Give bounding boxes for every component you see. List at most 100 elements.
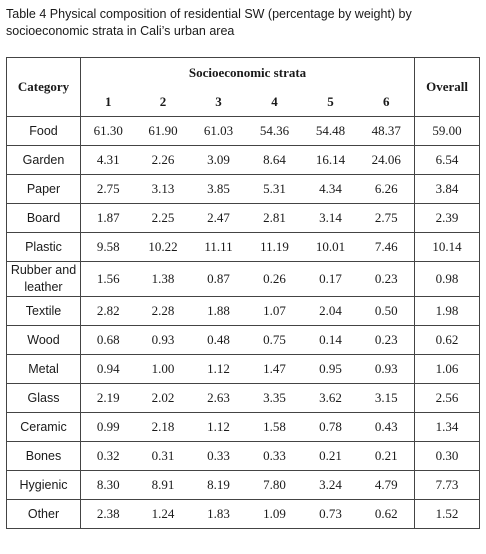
value-cell: 0.33 (190, 441, 247, 471)
category-cell: Ceramic (6, 412, 81, 442)
value-cell: 0.31 (135, 441, 191, 471)
value-cell: 8.30 (80, 470, 136, 500)
value-cell: 1.34 (414, 412, 480, 442)
category-cell: Wood (6, 325, 81, 355)
value-cell: 3.15 (358, 383, 415, 413)
table-row: Food 61.30 61.90 61.03 54.36 54.48 48.37 59.00 (6, 116, 480, 146)
value-cell: 2.26 (135, 145, 191, 175)
value-cell: 11.19 (246, 232, 303, 262)
table: Category Socioeconomic strata Overall 1 2… (6, 57, 481, 529)
value-cell: 54.48 (302, 116, 359, 146)
value-cell: 10.22 (135, 232, 191, 262)
value-cell: 5.31 (246, 174, 303, 204)
table-row: Paper 2.75 3.13 3.85 5.31 4.34 6.26 3.84 (6, 174, 480, 204)
header-overall: Overall (414, 57, 480, 117)
value-cell: 1.38 (135, 261, 191, 297)
category-cell: Bones (6, 441, 81, 471)
value-cell: 11.11 (190, 232, 247, 262)
value-cell: 0.99 (80, 412, 136, 442)
category-cell: Glass (6, 383, 81, 413)
category-cell: Board (6, 203, 81, 233)
table-row: Other 2.38 1.24 1.83 1.09 0.73 0.62 1.52 (6, 499, 480, 529)
caption-line: Table 4 Physical composition of resident… (6, 7, 412, 21)
value-cell: 0.62 (414, 325, 480, 355)
value-cell: 1.24 (135, 499, 191, 529)
value-cell: 0.21 (358, 441, 415, 471)
value-cell: 2.56 (414, 383, 480, 413)
value-cell: 2.81 (246, 203, 303, 233)
value-cell: 0.23 (358, 261, 415, 297)
value-cell: 0.98 (414, 261, 480, 297)
header-stratum: 6 (383, 94, 390, 109)
value-cell: 1.83 (190, 499, 247, 529)
value-cell: 1.07 (246, 296, 303, 326)
category-cell: Textile (6, 296, 81, 326)
value-cell: 0.78 (302, 412, 359, 442)
value-cell: 61.03 (190, 116, 247, 146)
value-cell: 3.14 (302, 203, 359, 233)
value-cell: 7.73 (414, 470, 480, 500)
table-row: Garden 4.31 2.26 3.09 8.64 16.14 24.06 6.54 (6, 145, 480, 175)
value-cell: 2.04 (302, 296, 359, 326)
value-cell: 2.47 (190, 203, 247, 233)
category-cell: Garden (6, 145, 81, 175)
value-cell: 1.09 (246, 499, 303, 529)
value-cell: 2.02 (135, 383, 191, 413)
value-cell: 0.17 (302, 261, 359, 297)
header-stratum: 2 (159, 94, 167, 109)
value-cell: 3.13 (135, 174, 191, 204)
caption-line: socioeconomic strata in Cali’s urban are… (6, 24, 235, 38)
value-cell: 0.94 (80, 354, 136, 384)
value-cell: 4.34 (302, 174, 359, 204)
value-cell: 1.06 (414, 354, 480, 384)
value-cell: 16.14 (302, 145, 359, 175)
value-cell: 0.14 (302, 325, 359, 355)
value-cell: 3.62 (302, 383, 359, 413)
table-row: Wood 0.68 0.93 0.48 0.75 0.14 0.23 0.62 (6, 325, 480, 355)
value-cell: 8.19 (190, 470, 247, 500)
value-cell: 0.33 (246, 441, 303, 471)
value-cell: 3.35 (246, 383, 303, 413)
table-row: Bones 0.32 0.31 0.33 0.33 0.21 0.21 0.30 (6, 441, 480, 471)
value-cell: 2.82 (80, 296, 136, 326)
table-row: Metal 0.94 1.00 1.12 1.47 0.95 0.93 1.06 (6, 354, 480, 384)
value-cell: 0.93 (358, 354, 415, 384)
value-cell: 54.36 (246, 116, 303, 146)
value-cell: 61.30 (80, 116, 136, 146)
value-cell: 0.95 (302, 354, 359, 384)
value-cell: 0.75 (246, 325, 303, 355)
value-cell: 1.56 (80, 261, 136, 297)
header-stratum: 3 (215, 94, 222, 109)
value-cell: 4.79 (358, 470, 415, 500)
table-row: Ceramic 0.99 2.18 1.12 1.58 0.78 0.43 1.34 (6, 412, 480, 442)
header-stratum: 4 (271, 94, 278, 109)
table-row: Hygienic 8.30 8.91 8.19 7.80 3.24 4.79 7.73 (6, 470, 480, 500)
category-cell: Hygienic (6, 470, 81, 500)
value-cell: 0.87 (190, 261, 247, 297)
value-cell: 6.54 (414, 145, 480, 175)
value-cell: 0.73 (302, 499, 359, 529)
value-cell: 2.39 (414, 203, 480, 233)
value-cell: 9.58 (80, 232, 136, 262)
value-cell: 0.23 (358, 325, 415, 355)
value-cell: 10.01 (302, 232, 359, 262)
value-cell: 3.09 (190, 145, 247, 175)
value-cell: 0.62 (358, 499, 415, 529)
value-cell: 0.68 (80, 325, 136, 355)
table-row: Glass 2.19 2.02 2.63 3.35 3.62 3.15 2.56 (6, 383, 480, 413)
table-row: Rubber and leather 1.56 1.38 0.87 0.26 0.17 0.… (6, 261, 480, 297)
value-cell: 1.98 (414, 296, 480, 326)
value-cell: 0.93 (135, 325, 191, 355)
value-cell: 61.90 (135, 116, 191, 146)
category-cell: Food (6, 116, 81, 146)
value-cell: 6.26 (358, 174, 415, 204)
category-cell: Metal (6, 354, 81, 384)
value-cell: 48.37 (358, 116, 415, 146)
value-cell: 7.46 (358, 232, 415, 262)
category-cell: Plastic (6, 232, 81, 262)
value-cell: 0.30 (414, 441, 480, 471)
header-stratum: 5 (327, 94, 334, 109)
value-cell: 2.63 (190, 383, 247, 413)
value-cell: 2.75 (80, 174, 136, 204)
value-cell: 8.91 (135, 470, 191, 500)
